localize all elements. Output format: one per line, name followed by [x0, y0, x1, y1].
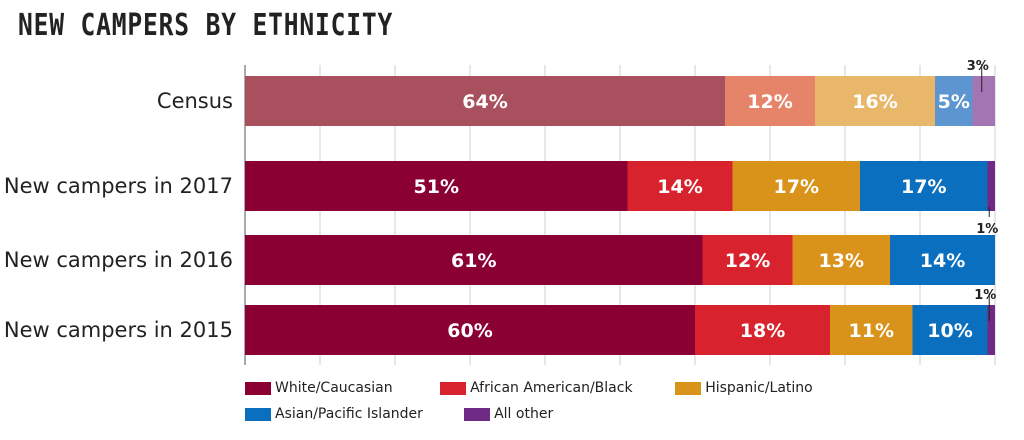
- data-label-new-campers-in-2017-hispanic-latino: 17%: [774, 176, 819, 198]
- data-label-new-campers-in-2016-african-american-black: 12%: [725, 250, 770, 272]
- bar-segment-census-white-caucasian: [245, 76, 725, 126]
- legend-item-asian: Asian/Pacific Islander: [245, 404, 443, 424]
- legend-swatch-african-american: [440, 381, 467, 395]
- bar-segment-census-all-other: [972, 76, 995, 126]
- data-label-new-campers-in-2017-african-american-black: 14%: [657, 176, 702, 198]
- bar-segment-new-campers-in-2015-white-caucasian: [245, 305, 695, 355]
- chart-title: NEW CAMPERS BY ETHNICITY: [18, 8, 394, 43]
- bar-segment-new-campers-in-2017-asian-pacific-islander: [860, 161, 988, 211]
- legend-item-all-other: All other: [464, 404, 553, 424]
- bar-segment-census-african-american-black: [725, 76, 815, 126]
- bar-segment-new-campers-in-2016-hispanic-latino: [792, 235, 890, 285]
- bar-segment-new-campers-in-2016-white-caucasian: [245, 235, 703, 285]
- data-label-new-campers-in-2017-white-caucasian: 51%: [414, 176, 459, 198]
- legend-label-hispanic: Hispanic/Latino: [705, 380, 813, 396]
- data-label-new-campers-in-2016-white-caucasian: 61%: [451, 250, 496, 272]
- category-label-census: Census: [157, 89, 233, 113]
- bar-segment-new-campers-in-2017-african-american-black: [627, 161, 733, 211]
- data-label-census-asian-pacific-islander: 5%: [938, 91, 970, 113]
- legend-label-all-other: All other: [494, 406, 554, 422]
- data-label-new-campers-in-2015-hispanic-latino: 11%: [849, 320, 894, 342]
- legend-label-asian: Asian/Pacific Islander: [275, 406, 423, 422]
- bar-segment-new-campers-in-2015-hispanic-latino: [830, 305, 913, 355]
- bar-segment-new-campers-in-2016-asian-pacific-islander: [890, 235, 995, 285]
- legend-item-white: White/Caucasian: [245, 378, 419, 398]
- bar-segment-new-campers-in-2017-hispanic-latino: [732, 161, 860, 211]
- data-label-new-campers-in-2015-all-other: 1%: [974, 288, 996, 303]
- bar-segment-census-asian-pacific-islander: [935, 76, 973, 126]
- data-label-new-campers-in-2016-asian-pacific-islander: 14%: [920, 250, 965, 272]
- data-label-new-campers-in-2015-asian-pacific-islander: 10%: [927, 320, 972, 342]
- legend-label-african-american: African American/Black: [470, 380, 633, 396]
- data-label-census-white-caucasian: 64%: [462, 91, 507, 113]
- category-label-new-campers-in-2015: New campers in 2015: [4, 318, 233, 342]
- bar-segment-new-campers-in-2015-asian-pacific-islander: [912, 305, 988, 355]
- legend-item-african-american: African American/Black: [440, 378, 654, 398]
- bar-segment-new-campers-in-2017-all-other: [987, 161, 995, 211]
- data-label-new-campers-in-2016-hispanic-latino: 13%: [819, 250, 864, 272]
- legend-swatch-asian: [245, 407, 271, 421]
- bar-segment-new-campers-in-2016-african-american-black: [702, 235, 793, 285]
- data-label-new-campers-in-2017-all-other: 1%: [976, 222, 998, 237]
- data-label-census-hispanic-latino: 16%: [852, 91, 897, 113]
- bar-segment-census-hispanic-latino: [815, 76, 935, 126]
- data-label-census-all-other: 3%: [967, 59, 989, 74]
- data-label-census-african-american-black: 12%: [747, 91, 792, 113]
- bar-segment-new-campers-in-2017-white-caucasian: [245, 161, 628, 211]
- stacked-bar-chart: Census 64% 12% 16% 5% 3% New campers in 2017 51…: [4, 59, 998, 365]
- legend: White/Caucasian African American/Black H…: [245, 378, 865, 430]
- data-label-new-campers-in-2015-african-american-black: 18%: [740, 320, 785, 342]
- data-label-new-campers-in-2017-asian-pacific-islander: 17%: [901, 176, 946, 198]
- category-label-new-campers-in-2016: New campers in 2016: [4, 248, 233, 272]
- legend-swatch-hispanic: [675, 381, 702, 395]
- legend-swatch-all-other: [464, 407, 491, 421]
- data-label-new-campers-in-2015-white-caucasian: 60%: [447, 320, 492, 342]
- legend-item-hispanic: Hispanic/Latino: [675, 378, 813, 398]
- legend-swatch-white: [245, 381, 271, 395]
- legend-label-white: White/Caucasian: [275, 380, 393, 396]
- bar-segment-new-campers-in-2015-all-other: [987, 305, 995, 355]
- category-label-new-campers-in-2017: New campers in 2017: [4, 174, 233, 198]
- bar-segment-new-campers-in-2015-african-american-black: [695, 305, 830, 355]
